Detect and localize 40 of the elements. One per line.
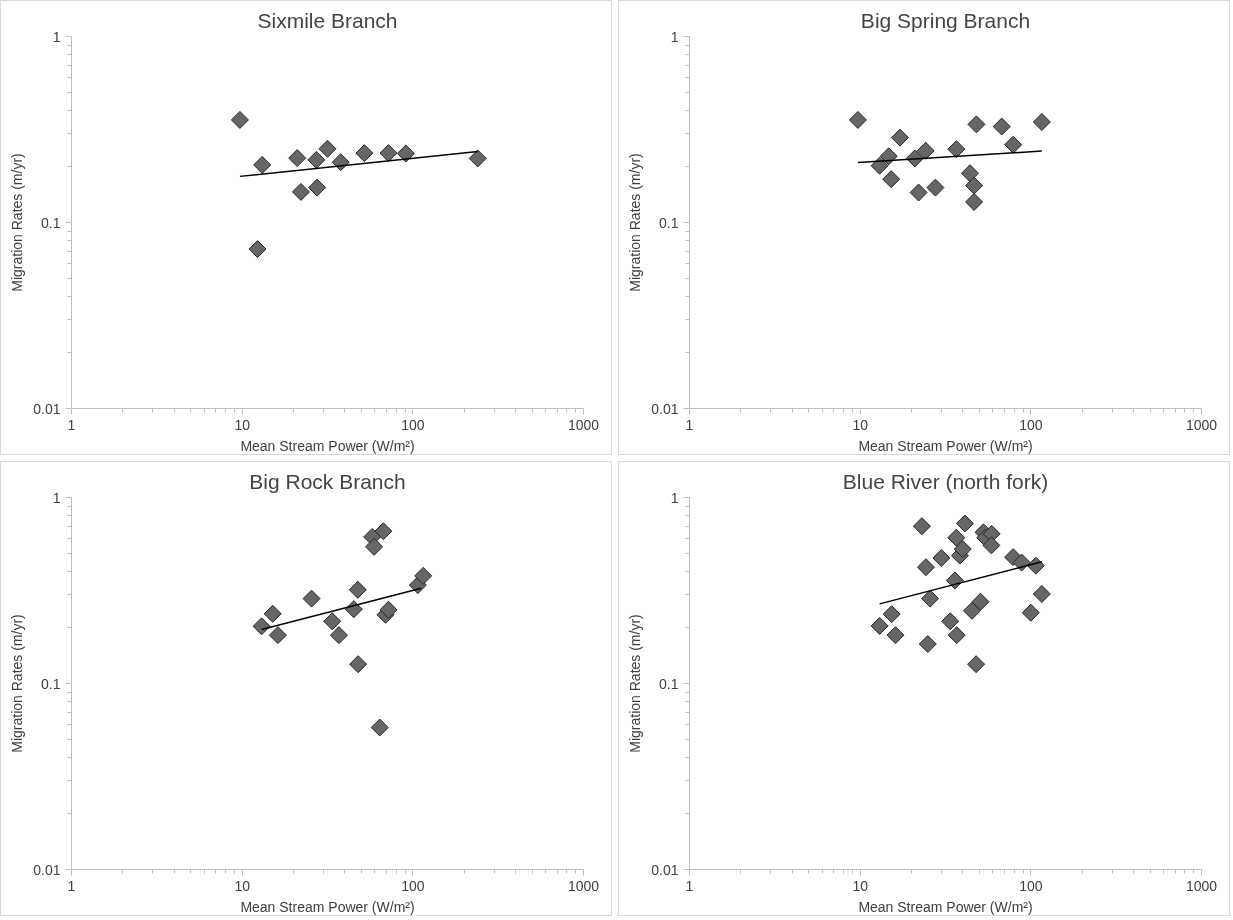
x-tick-label: 10 — [234, 416, 251, 433]
y-tick-label: 0.01 — [651, 400, 679, 417]
y-axis-title: Migration Rates (m/yr) — [627, 153, 644, 292]
x-tick-label: 10 — [234, 877, 251, 894]
y-tick-label: 0.01 — [33, 861, 61, 878]
y-axis-title: Migration Rates (m/yr) — [9, 153, 26, 292]
x-axis-title: Mean Stream Power (W/m²) — [858, 437, 1033, 454]
y-tick-label: 1 — [52, 489, 61, 506]
y-axis-title: Migration Rates (m/yr) — [9, 614, 26, 753]
chart-title: Blue River (north fork) — [842, 469, 1049, 493]
y-tick-label: 0.1 — [41, 214, 61, 231]
x-axis-title: Mean Stream Power (W/m²) — [240, 437, 415, 454]
x-tick-label: 1 — [685, 416, 694, 433]
chart-title: Sixmile Branch — [257, 8, 398, 32]
chart-title: Big Rock Branch — [249, 469, 406, 493]
y-tick-label: 0.1 — [659, 214, 679, 231]
y-tick-label: 1 — [670, 489, 679, 506]
chart-title: Big Spring Branch — [860, 8, 1031, 32]
y-tick-label: 1 — [670, 28, 679, 45]
x-tick-label: 10 — [852, 877, 869, 894]
x-tick-label: 10 — [852, 416, 869, 433]
x-tick-label: 1 — [685, 877, 694, 894]
x-tick-label: 1000 — [1185, 877, 1218, 894]
y-tick-label: 0.1 — [659, 675, 679, 692]
x-tick-label: 1000 — [567, 877, 600, 894]
x-tick-label: 1 — [67, 416, 76, 433]
x-tick-label: 1000 — [567, 416, 600, 433]
y-tick-label: 0.01 — [33, 400, 61, 417]
x-tick-label: 100 — [401, 416, 425, 433]
x-axis-title: Mean Stream Power (W/m²) — [858, 898, 1033, 915]
y-tick-label: 1 — [52, 28, 61, 45]
x-tick-label: 1 — [67, 877, 76, 894]
x-tick-label: 100 — [401, 877, 425, 894]
y-axis-title: Migration Rates (m/yr) — [627, 614, 644, 753]
x-tick-label: 100 — [1019, 416, 1043, 433]
x-tick-label: 1000 — [1185, 416, 1218, 433]
x-axis-title: Mean Stream Power (W/m²) — [240, 898, 415, 915]
x-tick-label: 100 — [1019, 877, 1043, 894]
y-tick-label: 0.01 — [651, 861, 679, 878]
y-tick-label: 0.1 — [41, 675, 61, 692]
